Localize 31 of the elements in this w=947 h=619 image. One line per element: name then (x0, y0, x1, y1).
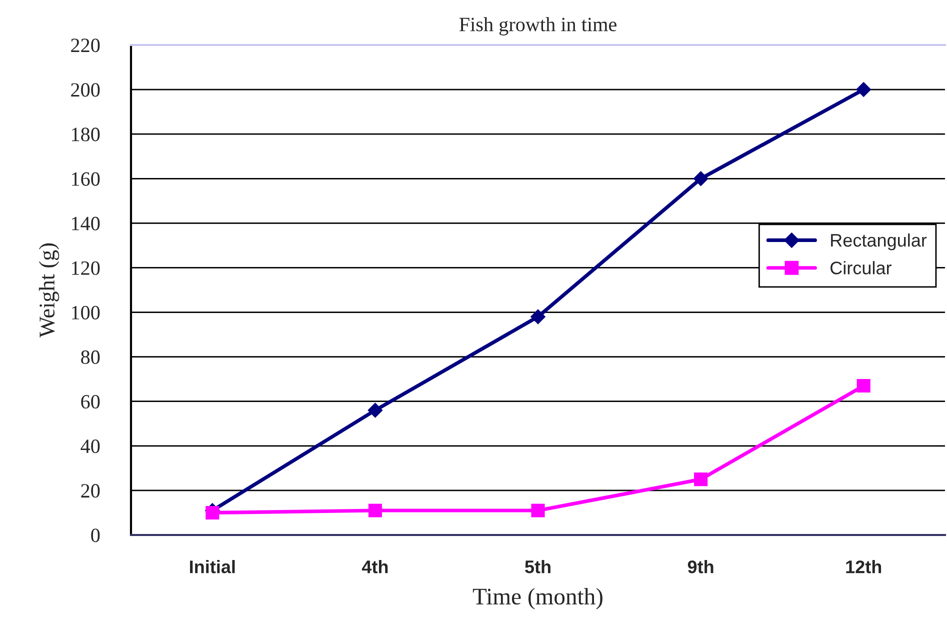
y-tick-label: 0 (91, 528, 100, 542)
x-tick-label: 9th (688, 560, 714, 574)
x-tick-label: 12th (846, 560, 882, 574)
x-tick-label: Initial (190, 560, 235, 574)
point (206, 506, 220, 520)
y-tick-label: 60 (81, 394, 100, 409)
point (531, 504, 545, 518)
point (368, 402, 383, 418)
point (368, 504, 382, 518)
y-axis-title: Weight (g) (38, 243, 60, 338)
point (694, 472, 708, 486)
point (856, 82, 871, 97)
x-axis-title: Time (month) (472, 588, 602, 610)
y-tick-label: 180 (72, 128, 100, 142)
y-tick-label: 120 (72, 261, 100, 275)
point (856, 379, 870, 393)
y-tick-label: 200 (71, 83, 100, 97)
y-tick-label: 20 (81, 484, 100, 498)
x-tick-label: 4th (362, 560, 388, 574)
legend-label: Circular (830, 261, 892, 274)
y-tick-label: 40 (80, 440, 100, 454)
y-tick-label: 80 (81, 350, 100, 364)
point (530, 309, 546, 324)
y-tick-label: 140 (72, 216, 100, 230)
y-tick-label: 220 (71, 38, 100, 52)
y-tick-label: 100 (72, 306, 100, 320)
point (693, 171, 708, 186)
legend-label: Rectangular (831, 233, 927, 250)
chart-title: Fish growth in time (459, 17, 616, 36)
x-tick-label: 5th (525, 560, 550, 574)
y-tick-label: 160 (72, 172, 100, 186)
